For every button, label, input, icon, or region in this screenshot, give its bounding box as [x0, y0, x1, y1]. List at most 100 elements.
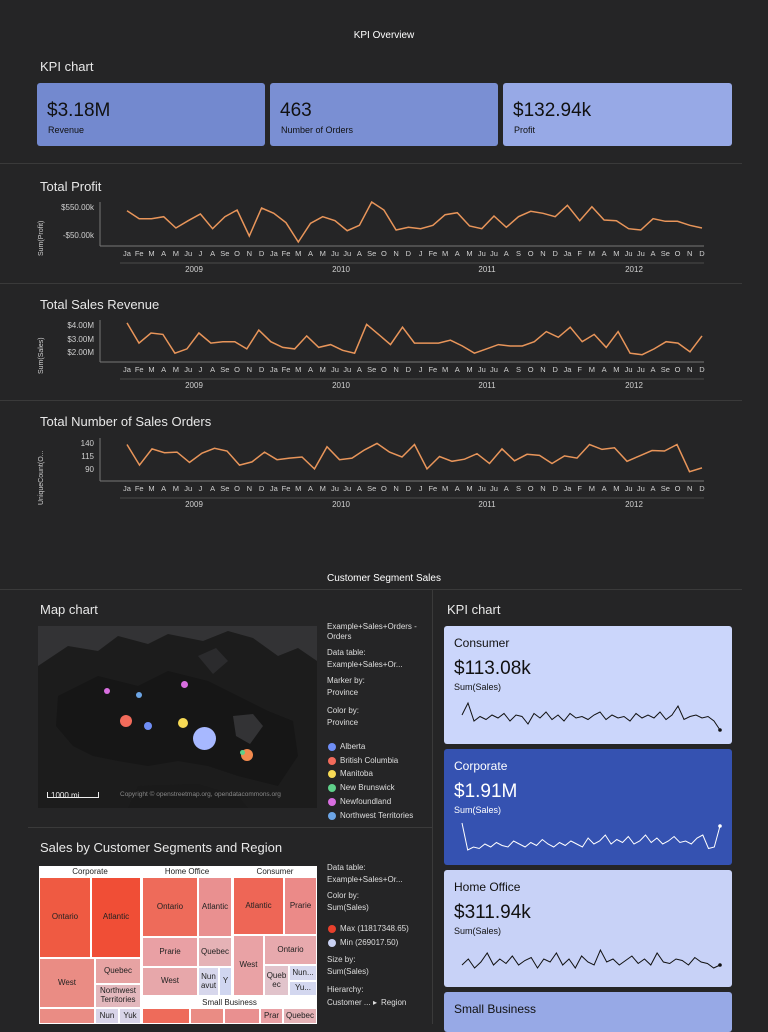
treemap-cell[interactable]: Atlantic — [91, 877, 141, 958]
treemap-cell[interactable]: Ontario — [142, 877, 198, 937]
segment-card-corporate[interactable]: Corporate $1.91M Sum(Sales) — [444, 749, 732, 865]
segment-card-value: $311.94k — [454, 902, 531, 923]
treemap-title: Sales by Customer Segments and Region — [40, 840, 283, 855]
treemap-cell[interactable]: Quebec — [198, 937, 232, 967]
map-scale-label: 1000 mi — [51, 791, 80, 800]
x-tick-label: Se — [367, 365, 377, 374]
treemap-cell[interactable]: Nun — [95, 1008, 119, 1024]
treemap-cell[interactable]: West — [233, 935, 264, 996]
treemap-cell[interactable]: Atlantic — [198, 877, 232, 937]
legend-line: Hierarchy: — [327, 985, 364, 994]
legend-hierarchy-to[interactable]: Region — [381, 998, 407, 1007]
map-marker-ontario[interactable] — [193, 727, 216, 750]
legend-line: Province — [327, 688, 359, 697]
x-tick-label: M — [295, 365, 302, 374]
x-tick-label: N — [687, 249, 693, 258]
treemap-cell[interactable]: West — [39, 958, 95, 1008]
x-tick-label: N — [687, 484, 693, 493]
treemap-cell[interactable]: Atlantic — [233, 877, 284, 935]
legend-province-label[interactable]: Northwest Territories — [340, 810, 414, 820]
orders-chart[interactable]: UniqueCount(O... 140 115 90 Ja Fe M A M Ju J A Se O N D… — [0, 437, 742, 537]
map-canvas[interactable]: 1000 mi Copyright © openstreetmap.org, o… — [38, 626, 317, 808]
legend-max-swatch — [328, 925, 336, 933]
x-tick-label: Ja — [269, 249, 278, 258]
x-tick-label: Ju — [636, 484, 645, 493]
treemap-cell[interactable]: Nun... — [289, 965, 317, 981]
map-marker-alberta[interactable] — [144, 722, 152, 730]
legend-hierarchy-from[interactable]: Customer ... — [327, 998, 371, 1007]
x-tick-label: J — [418, 484, 423, 493]
segment-card-small-business[interactable]: Small Business — [444, 992, 732, 1032]
legend-province-label[interactable]: British Columbia — [340, 755, 399, 765]
x-tick-label: A — [307, 249, 314, 258]
x-tick-label: Ja — [563, 484, 572, 493]
treemap-cell[interactable]: Y — [219, 967, 232, 996]
treemap-cell[interactable] — [190, 1008, 224, 1024]
x-tick-label: J — [418, 365, 423, 374]
x-tick-label: Ja — [269, 484, 278, 493]
segment-card-home-office[interactable]: Home Office $311.94k Sum(Sales) — [444, 870, 732, 987]
treemap-cell[interactable]: Ontario — [39, 877, 91, 958]
treemap-cell[interactable]: Prarie — [142, 937, 198, 967]
treemap-cell[interactable]: Prarie — [284, 877, 317, 935]
legend-swatch — [328, 743, 336, 751]
legend-province-label[interactable]: Newfoundland — [340, 796, 392, 806]
map-marker-manitoba[interactable] — [178, 718, 188, 728]
x-tick-label: Se — [220, 365, 230, 374]
x-tick-label: F — [577, 484, 582, 493]
x-tick-label: M — [588, 249, 596, 258]
x-tick-label: O — [674, 484, 681, 493]
x-tick-label: F — [577, 365, 582, 374]
legend-province-label[interactable]: Alberta — [340, 742, 366, 751]
treemap-cell[interactable]: Quebec — [283, 1008, 317, 1024]
treemap-cell[interactable]: Ontario — [264, 935, 317, 965]
x-tick-label: D — [552, 249, 558, 258]
orders-chart-title: Total Number of Sales Orders — [40, 414, 212, 429]
kpi-card-profit[interactable]: $132.94k Profit — [503, 83, 732, 146]
treemap-cell[interactable]: Northwest Territories — [95, 984, 141, 1008]
map-marker-new-brunswick[interactable] — [240, 750, 245, 755]
kpi-value: $132.94k — [513, 100, 592, 121]
treemap-cell[interactable]: Yuk — [119, 1008, 141, 1024]
map-marker-newfoundland[interactable] — [104, 688, 110, 694]
year-label: 2011 — [478, 381, 496, 390]
year-label: 2012 — [625, 381, 643, 390]
x-tick-label: M — [295, 484, 302, 493]
treemap-cell[interactable]: Queb ec — [264, 965, 289, 996]
map-marker-british-columbia[interactable] — [120, 715, 132, 727]
sales-chart[interactable]: Sum(Sales) $4.00M $3.00M $2.00M Ja Fe M A M Ju J A S… — [0, 319, 742, 419]
legend-province-label[interactable]: Manitoba — [340, 769, 373, 779]
x-tick-label: A — [307, 365, 314, 374]
segment-kpi-title: KPI chart — [447, 602, 501, 617]
map-marker-newfoundland[interactable] — [181, 681, 188, 688]
legend-province-label[interactable]: New Brunswick — [340, 783, 395, 793]
treemap-cell[interactable]: Prar — [260, 1008, 283, 1024]
treemap-cell[interactable] — [142, 1008, 190, 1024]
legend-line: Sum(Sales) — [327, 967, 369, 976]
segment-card-consumer[interactable]: Consumer $113.08k Sum(Sales) — [444, 626, 732, 744]
x-tick-label: O — [234, 249, 241, 258]
treemap-cell[interactable]: West — [142, 967, 198, 996]
kpi-card-orders[interactable]: 463 Number of Orders — [270, 83, 498, 146]
treemap-cell[interactable] — [39, 1008, 95, 1024]
x-tick-label: Fe — [281, 484, 291, 493]
treemap-cell[interactable]: Quebec — [95, 958, 141, 984]
x-tick-label: M — [148, 365, 155, 374]
y-tick-label: $550.00k — [61, 203, 94, 212]
map-marker-northwest-territories[interactable] — [136, 692, 142, 698]
kpi-card-revenue[interactable]: $3.18M Revenue — [37, 83, 265, 146]
x-tick-label: F — [577, 249, 582, 258]
profit-chart[interactable]: Sum(Profit) $550.00k -$50.00k Ja Fe M A M Ju J A Se… — [0, 201, 742, 301]
y-tick-label: -$50.00k — [62, 231, 94, 240]
x-tick-label: O — [234, 484, 241, 493]
x-tick-label: J — [418, 249, 423, 258]
treemap-cell[interactable] — [224, 1008, 260, 1024]
legend-line: Marker by: — [327, 676, 365, 685]
legend-line: Color by: — [327, 891, 360, 900]
x-tick-label: N — [687, 365, 693, 374]
treemap-cell[interactable]: Yu... — [289, 981, 317, 996]
treemap-cell[interactable]: Nun avut — [198, 967, 219, 996]
x-tick-label: N — [246, 484, 253, 493]
x-tick-label: Fe — [428, 365, 438, 374]
treemap[interactable]: Corporate Home Office Consumer Ontario A… — [39, 866, 317, 1024]
